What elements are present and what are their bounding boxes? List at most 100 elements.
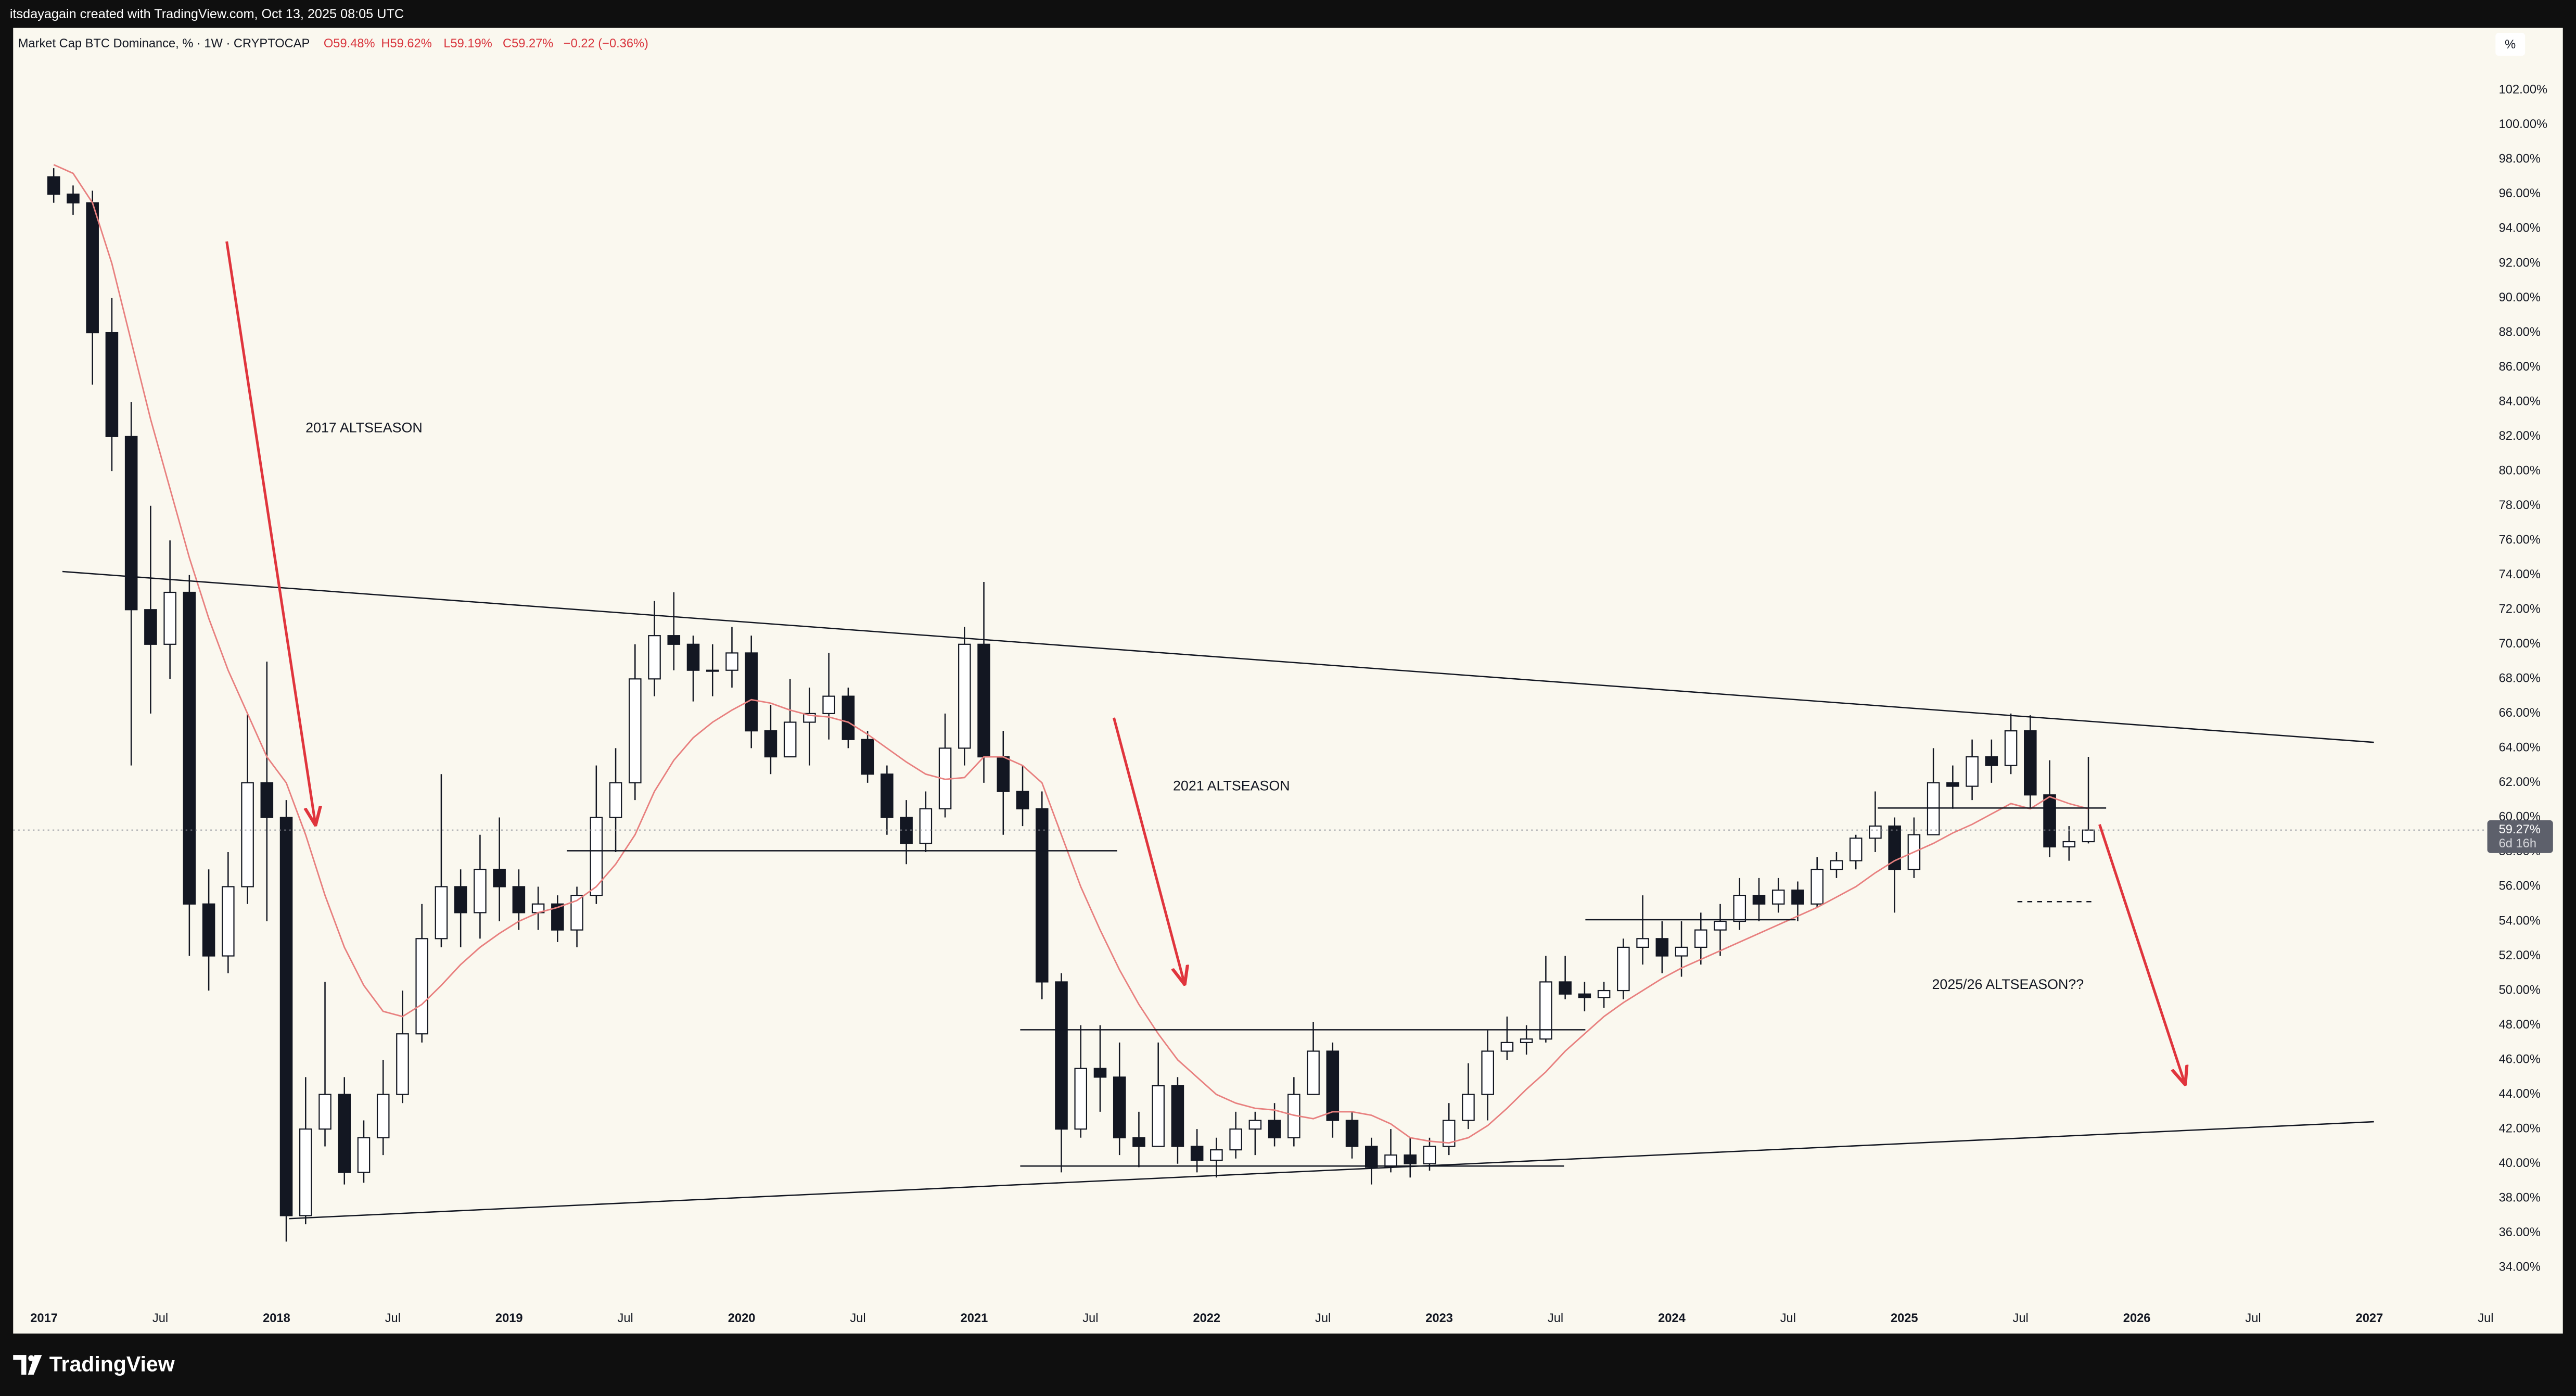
candle-body <box>2082 829 2095 843</box>
candle-body <box>396 1033 409 1095</box>
x-tick-label: Jul <box>1780 1312 1796 1325</box>
x-tick-label: Jul <box>850 1312 865 1325</box>
candle-body <box>183 591 196 905</box>
candle-body <box>861 739 874 775</box>
arrow <box>2098 824 2185 1084</box>
candle-body <box>997 756 1010 792</box>
candle-body <box>822 695 835 714</box>
author-line: itsdayagain created with TradingView.com… <box>10 7 404 21</box>
logo-text: TradingView <box>49 1352 175 1376</box>
y-tick-label: 62.00% <box>2499 776 2541 789</box>
candle-body <box>241 782 254 887</box>
scale-label[interactable]: % <box>2505 38 2516 52</box>
y-tick-label: 66.00% <box>2499 706 2541 720</box>
candle-body <box>474 869 487 913</box>
y-tick-label: 102.00% <box>2499 83 2547 97</box>
y-tick-label: 42.00% <box>2499 1122 2541 1135</box>
candle-body <box>338 1094 351 1173</box>
arrow <box>225 241 315 824</box>
candle-body <box>919 808 933 844</box>
y-tick-label: 78.00% <box>2499 499 2541 512</box>
candle-body <box>958 643 971 749</box>
ohlc-open: O59.48% <box>324 37 375 50</box>
candle-body <box>1423 1146 1436 1164</box>
candle-body <box>1771 890 1785 905</box>
candle-body <box>1268 1120 1281 1138</box>
candle-body <box>1539 981 1552 1040</box>
candle-body <box>725 652 738 671</box>
y-tick-label: 46.00% <box>2499 1052 2541 1066</box>
x-tick-label: 2021 <box>961 1312 988 1325</box>
candle-body <box>1636 938 1649 948</box>
y-tick-label: 92.00% <box>2499 256 2541 270</box>
candle-body <box>1462 1094 1475 1121</box>
candle-body <box>67 193 80 204</box>
candle-body <box>2024 730 2037 796</box>
legend: Market Cap BTC Dominance, % · 1W · CRYPT… <box>18 37 648 50</box>
candle-body <box>415 938 428 1035</box>
candle-body <box>105 332 119 437</box>
x-tick-label: Jul <box>618 1312 633 1325</box>
ohlc-close: C59.27% <box>503 37 553 50</box>
candle-body <box>2004 730 2018 766</box>
x-tick-label: Jul <box>1548 1312 1563 1325</box>
candle-body <box>260 782 274 818</box>
candle-body <box>435 886 448 940</box>
y-tick-label: 82.00% <box>2499 429 2541 443</box>
candles <box>13 164 2484 1242</box>
logo-icon <box>13 1355 42 1375</box>
ohlc-high: H59.62% <box>381 37 431 50</box>
x-tick-label: 2026 <box>2123 1312 2151 1325</box>
candle-body <box>1132 1137 1145 1147</box>
x-tick-label: Jul <box>385 1312 401 1325</box>
candle-body <box>1597 989 1611 998</box>
footer-bar <box>0 1334 2576 1396</box>
candle-body <box>1113 1076 1126 1138</box>
x-tick-label: Jul <box>152 1312 168 1325</box>
candle-body <box>1520 1038 1533 1043</box>
y-tick-label: 40.00% <box>2499 1157 2541 1170</box>
annotation: 2021 ALTSEASON <box>1173 778 1290 793</box>
candle-body <box>1733 895 1746 922</box>
candle-body <box>493 869 506 887</box>
annotation: 2025/26 ALTSEASON?? <box>1932 976 2084 992</box>
y-tick-label: 38.00% <box>2499 1191 2541 1204</box>
candle-body <box>1810 869 1823 905</box>
candle-body <box>1326 1050 1340 1121</box>
candle-body <box>1345 1120 1359 1147</box>
y-tick-label: 86.00% <box>2499 360 2541 374</box>
candle-body <box>1016 791 1029 809</box>
candle-body <box>1384 1154 1397 1168</box>
candle-body <box>1152 1085 1165 1147</box>
candle-body <box>1791 890 1804 905</box>
candle-body <box>1093 1068 1107 1078</box>
candle-body <box>47 176 60 195</box>
y-tick-label: 72.00% <box>2499 603 2541 616</box>
y-tick-label: 94.00% <box>2499 222 2541 235</box>
x-tick-label: Jul <box>2013 1312 2029 1325</box>
candle-body <box>86 202 99 334</box>
y-tick-label: 64.00% <box>2499 741 2541 755</box>
candle-body <box>1248 1120 1262 1130</box>
candle-body <box>279 817 293 1216</box>
y-tick-label: 74.00% <box>2499 568 2541 581</box>
x-tick-label: 2025 <box>1891 1312 1918 1325</box>
x-tick-label: 2024 <box>1658 1312 1686 1325</box>
y-tick-label: 44.00% <box>2499 1087 2541 1101</box>
candle-body <box>1210 1149 1223 1161</box>
candle-body <box>609 782 622 818</box>
candle-body <box>1055 981 1068 1130</box>
candle-body <box>1481 1050 1494 1095</box>
candle-body <box>1849 837 1863 861</box>
trend-line <box>289 1121 2374 1220</box>
y-tick-label: 54.00% <box>2499 914 2541 928</box>
candle-body <box>222 886 235 957</box>
candle-body <box>1559 981 1572 995</box>
y-tick-label: 68.00% <box>2499 672 2541 686</box>
candle-body <box>318 1094 331 1130</box>
candle-body <box>1714 920 1727 931</box>
scale-button[interactable] <box>2495 33 2526 56</box>
candle-body <box>1229 1128 1242 1151</box>
y-tick-label: 76.00% <box>2499 533 2541 547</box>
